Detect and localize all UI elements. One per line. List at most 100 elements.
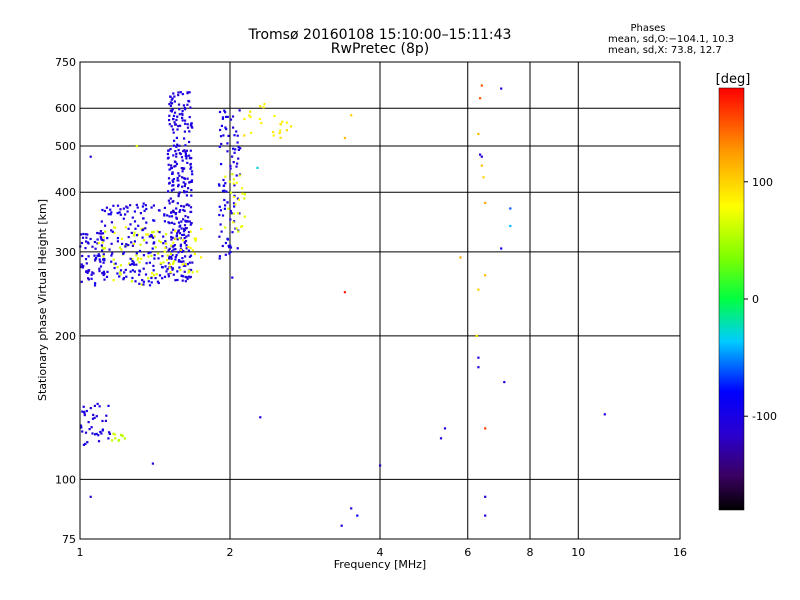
echo-point [228, 246, 231, 249]
echo-point [133, 240, 136, 243]
echo-point [200, 256, 203, 259]
echo-point [119, 213, 122, 216]
echo-point [116, 212, 119, 215]
echo-point [236, 141, 239, 144]
echo-point [183, 224, 187, 227]
echo-point [226, 201, 229, 204]
echo-point [170, 125, 173, 128]
echo-point [235, 174, 238, 177]
echo-point [477, 366, 480, 369]
echo-point [176, 143, 179, 146]
echo-point [237, 230, 240, 233]
echo-point [185, 244, 188, 247]
echo-point [176, 128, 179, 131]
echo-point [224, 175, 227, 178]
echo-point [175, 254, 178, 257]
echo-point [106, 237, 109, 240]
echo-point [142, 228, 145, 231]
echo-point [181, 250, 184, 253]
echo-point [183, 106, 186, 109]
x-tick-label: 2 [227, 546, 234, 559]
echo-point [107, 213, 110, 216]
echo-point [179, 124, 182, 127]
echo-point [176, 176, 179, 180]
echo-point [91, 432, 94, 435]
echo-point [87, 255, 90, 258]
echo-point [193, 237, 196, 240]
echo-point [379, 464, 382, 467]
echo-point [231, 231, 234, 234]
echo-point [223, 189, 226, 192]
echo-point [154, 277, 157, 280]
echo-point [110, 242, 113, 245]
echo-point [182, 205, 185, 208]
echo-point [229, 244, 232, 247]
echo-point [235, 130, 238, 133]
echo-point [98, 267, 101, 270]
echo-point [175, 207, 178, 210]
echo-point [111, 439, 114, 442]
echo-point [97, 434, 100, 437]
echo-point [80, 233, 83, 236]
echo-point [229, 218, 232, 221]
echo-point [162, 242, 165, 245]
echo-point [232, 147, 235, 150]
echo-point [167, 177, 171, 180]
echo-point [100, 244, 103, 247]
colorbar-tick-label: -100 [752, 410, 777, 423]
echo-point [131, 262, 134, 266]
echo-point [168, 222, 171, 225]
echo-point [129, 223, 132, 226]
echo-point [83, 410, 86, 413]
echo-point [233, 184, 236, 187]
echo-point [140, 283, 143, 286]
echo-point [104, 230, 107, 233]
x-tick-label: 1 [77, 546, 84, 559]
echo-point [243, 197, 246, 200]
echo-point [218, 110, 222, 114]
echo-point [135, 203, 138, 206]
echo-point [229, 167, 232, 170]
y-tick-label: 500 [55, 140, 76, 153]
echo-point [237, 212, 240, 215]
echo-point [112, 279, 115, 282]
echo-point [237, 148, 240, 151]
echo-point [235, 165, 238, 168]
echo-point [139, 243, 142, 246]
echo-point [142, 254, 145, 257]
echo-point [233, 151, 236, 154]
echo-point [98, 270, 101, 273]
echo-point [131, 276, 134, 280]
echo-point [93, 416, 96, 419]
echo-point [484, 201, 487, 204]
echo-point [131, 259, 134, 263]
echo-point [130, 241, 133, 244]
echo-point [167, 275, 170, 278]
echo-point [166, 152, 169, 156]
colorbar-tick-label: 0 [752, 293, 759, 306]
echo-point [184, 280, 187, 283]
echo-point [142, 239, 146, 242]
echo-point [179, 237, 182, 240]
echo-point [174, 213, 177, 216]
echo-point [100, 432, 103, 435]
echo-point [340, 524, 343, 527]
echo-point [184, 108, 187, 111]
echo-point [178, 152, 181, 155]
echo-point [181, 279, 184, 282]
echo-point [102, 273, 105, 277]
echo-point [173, 95, 176, 98]
echo-point [172, 241, 175, 244]
echo-point [191, 126, 194, 129]
echo-point [145, 262, 148, 265]
echo-point [102, 270, 105, 273]
echo-point [105, 206, 108, 209]
echo-point [184, 182, 187, 185]
echo-point [179, 91, 182, 94]
echo-point [131, 258, 134, 261]
echo-point [97, 440, 101, 443]
echo-point [484, 514, 487, 517]
echo-point [350, 507, 353, 510]
x-tick-label: 10 [571, 546, 585, 559]
echo-point [229, 191, 233, 194]
